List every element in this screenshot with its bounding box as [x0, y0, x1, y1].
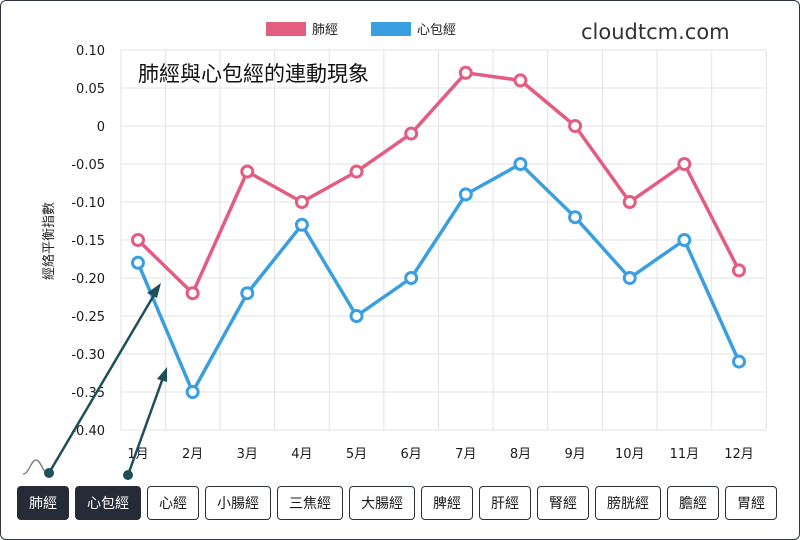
- data-point[interactable]: [732, 263, 746, 278]
- meridian-button[interactable]: 腎經: [537, 486, 589, 520]
- y-tick-label: -0.10: [71, 196, 105, 211]
- data-point[interactable]: [404, 126, 419, 141]
- x-tick-label: 12月: [724, 447, 754, 462]
- y-tick-labels: 0.10 0.05 0 -0.05 -0.10 -0.15 -0.20 -0.25 -0.30 -…: [71, 44, 105, 439]
- x-tick-label: 10月: [615, 447, 645, 462]
- meridian-button[interactable]: 三焦經: [277, 486, 343, 520]
- data-point[interactable]: [677, 233, 692, 247]
- data-point[interactable]: [131, 255, 145, 270]
- meridian-button[interactable]: 心包經: [75, 486, 141, 520]
- chart: 0.10 0.05 0 -0.05 -0.10 -0.15 -0.20 -0.25 -0.30 -…: [22, 20, 767, 480]
- legend-label: 心包經: [417, 23, 456, 38]
- data-point[interactable]: [240, 286, 255, 301]
- arrow-line-1: [47, 289, 159, 474]
- series-layer: [131, 65, 746, 399]
- data-point[interactable]: [622, 271, 637, 285]
- legend: 肺經 心包經: [266, 22, 456, 38]
- x-tick-label: 6月: [401, 447, 422, 462]
- legend-label: 肺經: [312, 23, 338, 38]
- series-line: [136, 162, 741, 394]
- data-point[interactable]: [622, 195, 637, 209]
- legend-swatch: [266, 22, 306, 36]
- chart-title: 肺經與心包經的連動現象: [138, 62, 369, 86]
- data-point[interactable]: [185, 286, 200, 301]
- y-tick-label: 0.10: [76, 44, 105, 59]
- meridian-button[interactable]: 肺經: [17, 486, 69, 520]
- data-point[interactable]: [458, 187, 473, 202]
- data-point[interactable]: [294, 195, 309, 209]
- data-point[interactable]: [568, 210, 583, 225]
- data-point[interactable]: [513, 157, 528, 171]
- arrow-line-2: [126, 374, 166, 476]
- meridian-button[interactable]: 大腸經: [349, 486, 415, 520]
- data-point[interactable]: [240, 164, 255, 179]
- y-tick-label: -0.30: [71, 348, 105, 363]
- arrow-head-1: [147, 283, 161, 298]
- y-tick-label: -0.40: [71, 424, 105, 439]
- legend-swatch: [371, 22, 411, 36]
- grid: [120, 49, 767, 431]
- x-tick-label: 7月: [455, 447, 476, 462]
- data-point[interactable]: [294, 217, 309, 232]
- data-point[interactable]: [568, 119, 583, 133]
- data-point[interactable]: [349, 309, 364, 323]
- meridian-button[interactable]: 膽經: [667, 486, 719, 520]
- x-tick-label: 5月: [346, 447, 367, 462]
- data-point[interactable]: [185, 385, 200, 399]
- arrow-dot-2: [123, 470, 133, 480]
- y-tick-label: -0.35: [71, 386, 105, 401]
- data-point[interactable]: [131, 233, 145, 247]
- x-tick-label: 1月: [127, 447, 148, 462]
- data-point[interactable]: [458, 65, 473, 80]
- meridian-button[interactable]: 小腸經: [205, 486, 271, 520]
- x-tick-label: 9月: [564, 447, 585, 462]
- arrow-head-2: [157, 367, 167, 382]
- watermark: cloudtcm.com: [581, 20, 730, 44]
- x-tick-label: 4月: [291, 447, 312, 462]
- data-point[interactable]: [404, 271, 419, 285]
- meridian-button[interactable]: 膀胱經: [595, 486, 661, 520]
- x-tick-labels: 1月 2月 3月 4月 5月 6月 7月 8月 9月 10月 11月 12月: [127, 447, 753, 462]
- arrow-dot-1: [44, 468, 54, 478]
- x-tick-label: 2月: [182, 447, 203, 462]
- y-tick-label: -0.05: [71, 158, 105, 173]
- meridian-button-bar: 肺經 心包經 心經 小腸經 三焦經 大腸經 脾經 肝經 腎經 膀胱經 膽經 胃經: [17, 486, 777, 522]
- meridian-button[interactable]: 脾經: [421, 486, 473, 520]
- x-tick-label: 8月: [510, 447, 531, 462]
- data-point[interactable]: [677, 157, 692, 171]
- x-tick-label: 11月: [670, 447, 700, 462]
- meridian-button[interactable]: 肝經: [479, 486, 531, 520]
- y-tick-label: 0: [97, 120, 105, 135]
- y-tick-label: -0.20: [71, 272, 105, 287]
- y-tick-label: 0.05: [76, 82, 105, 97]
- x-tick-label: 3月: [237, 447, 258, 462]
- data-point[interactable]: [513, 73, 528, 88]
- meridian-button[interactable]: 胃經: [725, 486, 777, 520]
- y-tick-label: -0.15: [71, 234, 105, 249]
- meridian-button[interactable]: 心經: [147, 486, 199, 520]
- data-point[interactable]: [732, 354, 746, 369]
- annotation-arrows: [22, 283, 167, 480]
- series-line: [136, 71, 741, 295]
- y-axis-label: 經絡平衡指數: [41, 202, 57, 280]
- y-tick-label: -0.25: [71, 310, 105, 325]
- data-point[interactable]: [349, 164, 364, 179]
